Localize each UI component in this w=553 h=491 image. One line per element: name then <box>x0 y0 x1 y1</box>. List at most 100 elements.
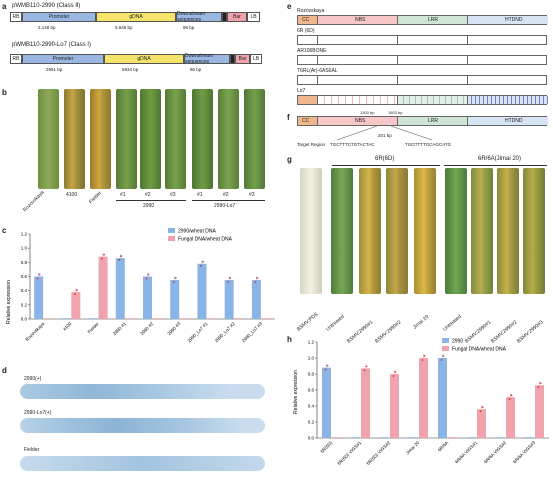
nbs-domain <box>318 96 398 104</box>
len2-gdna: 5934 bp <box>122 67 139 72</box>
y-tick-label: 0.8 <box>308 372 315 377</box>
data-point <box>36 277 39 280</box>
nbs-domain <box>318 56 398 64</box>
x-tick-label: 2990 #3 <box>166 321 181 336</box>
bar <box>535 385 544 438</box>
data-point <box>324 368 327 371</box>
x-tick-label: 6R/6A <box>437 440 449 452</box>
x-tick-label: Fielder <box>86 321 100 335</box>
downstream-segment: Downstream sequences <box>184 53 230 65</box>
e-row-t6rl <box>297 75 547 85</box>
bar <box>332 437 341 438</box>
gdna-segment: gDNA <box>104 54 184 64</box>
x-tick-label: 6R(6D) VIGS#1 <box>336 440 362 466</box>
x-tick-label: 6R/6A VIGS#2 <box>483 440 508 465</box>
data-point <box>394 371 397 373</box>
e-domain-lrr: LRR <box>428 17 439 23</box>
f-length: 201 bp <box>378 133 392 138</box>
y-tick-label: 0.2 <box>21 302 28 307</box>
e-row-label-lo7: Lo7 <box>297 88 306 94</box>
f-domain-htdnd: HTDND <box>505 118 523 124</box>
bar <box>61 318 71 319</box>
e-row-label-rozovskaya: Rozovskaya <box>297 8 325 14</box>
panel-label-c: c <box>2 226 7 235</box>
leaf-photo <box>386 168 408 294</box>
g-label-untreated-2: Untreated <box>442 313 463 333</box>
htdnd-domain <box>468 16 548 24</box>
x-tick-label: 6R(6D) <box>319 440 333 454</box>
bar <box>409 437 418 438</box>
bar <box>143 276 152 319</box>
leaf-photo <box>471 168 493 294</box>
y-tick-label: 0.2 <box>308 420 315 425</box>
htdnd-domain <box>468 96 548 104</box>
bar <box>322 367 331 438</box>
b-label-4100: 4100 <box>66 192 78 198</box>
htdnd-domain <box>468 117 548 125</box>
g-label-jimai20: Jimai 20 <box>412 314 431 331</box>
leaf-photo <box>445 168 467 294</box>
g-bracket-6r <box>332 165 440 166</box>
leaf-photo <box>244 89 265 189</box>
group-bracket-2990 <box>116 200 186 201</box>
cc-domain <box>298 36 318 44</box>
bar <box>197 263 207 319</box>
data-point <box>508 398 511 401</box>
construct2-title: pWMB110-2990-Lo7 (Class Ⅰ) <box>12 42 92 48</box>
leaf-photo <box>90 89 111 189</box>
panel-label-a: a <box>2 2 7 11</box>
gdna-segment: gDNA <box>96 12 176 22</box>
leaf-photo <box>300 168 322 294</box>
lrr-domain <box>398 36 468 44</box>
y-tick-label: 0.4 <box>21 288 28 293</box>
bar-segment: Bar <box>235 54 250 64</box>
x-tick-label: Jimai 20 <box>405 440 421 456</box>
x-tick-label: 6R/6A VIGS#1 <box>454 440 479 465</box>
data-point <box>479 410 482 413</box>
e-row-lo7 <box>297 95 548 105</box>
f-seq1: TGCTTTCTGTACTAC <box>330 142 375 147</box>
data-point <box>442 355 445 357</box>
x-tick-label: 6R(6D) VIGS#2 <box>365 440 391 466</box>
legend-swatch <box>442 346 449 351</box>
leaf-photo <box>523 168 545 294</box>
panel-label-b: b <box>2 88 7 97</box>
g-label-untreated-1: Untreated <box>325 313 346 333</box>
stained-leaf-lo7 <box>20 418 265 433</box>
c-ylabel: Relative expression <box>6 280 12 324</box>
data-point <box>120 255 123 257</box>
bar <box>153 318 162 319</box>
construct2-diagram: RB Promoter gDNA Downstream sequences Ba… <box>10 53 262 65</box>
f-seq2: TGGTTTTGCAGCATG <box>405 142 452 147</box>
leaf-photo <box>38 89 59 189</box>
nbs-domain <box>318 36 398 44</box>
legend-label: 2990 <box>452 339 463 345</box>
data-point <box>481 406 484 409</box>
y-tick-label: 0.4 <box>308 404 315 409</box>
chart-c: Relative expression 0.0 0.2 0.4 0.6 0.8 1.0 1.… <box>6 228 275 343</box>
stained-leaf-2990 <box>20 384 265 399</box>
group-bracket-lo7 <box>192 200 265 201</box>
promoter-segment: Promoter <box>22 12 96 22</box>
c-legend: 2990/wheat DNA Fungal DNA/wheat DNA <box>168 228 233 243</box>
h-bars <box>322 354 544 438</box>
panel-label-f: f <box>287 113 290 122</box>
bar <box>390 374 399 438</box>
f-domain-cc: CC <box>302 118 310 124</box>
h-legend: 2990 Fungal DNA/wheat DNA <box>442 338 507 353</box>
bar <box>115 258 125 319</box>
bar <box>438 358 447 438</box>
len1-gdna: 5.846 bp <box>115 25 133 30</box>
d-label-2990: 2990(+) <box>24 376 42 382</box>
data-point <box>147 273 150 276</box>
legend-swatch <box>168 228 175 233</box>
b-group-2990: 2990 <box>143 203 155 209</box>
f-target-label: Target Region <box>297 142 326 147</box>
x-tick-label: 2990 #1 <box>112 321 127 336</box>
leaf-photo <box>165 89 186 189</box>
leaf-photo <box>116 89 137 189</box>
lrr-domain <box>398 56 468 64</box>
data-point <box>539 382 542 385</box>
y-tick-label: 1.0 <box>308 356 315 361</box>
f-pos2: 1503 bp <box>388 110 403 115</box>
